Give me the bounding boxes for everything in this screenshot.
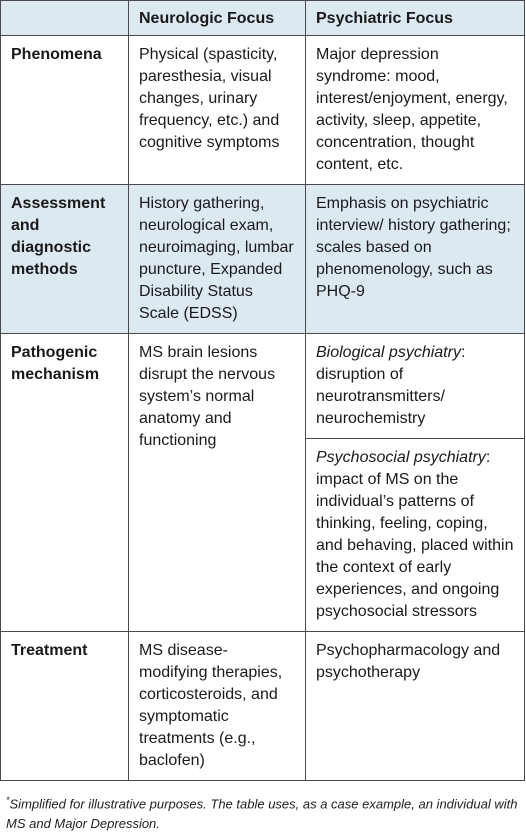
row-assessment: Assessment and diagnostic methods Histor… xyxy=(0,184,525,334)
header-corner xyxy=(0,0,129,36)
comparison-table: Neurologic Focus Psychiatric Focus Pheno… xyxy=(0,0,525,781)
psychosocial-text: : impact of MS on the individual’s patte… xyxy=(316,449,514,620)
biological-term: Biological psychiatry xyxy=(316,344,461,361)
row-label: Treatment xyxy=(0,631,129,781)
header-row: Neurologic Focus Psychiatric Focus xyxy=(0,0,525,36)
psych-cell: Psychopharmacology and psychotherapy xyxy=(305,631,525,781)
biological-text: : disruption of neurotransmitters/ neuro… xyxy=(316,344,466,427)
neuro-cell: Physical (spasticity, paresthesia, visua… xyxy=(128,35,306,185)
row-pathogenic-a: Pathogenic mechanism MS brain lesions di… xyxy=(0,333,525,632)
row-pathogenic-b: Psychosocial psychiatry: impact of MS on… xyxy=(1,438,525,632)
psychosocial-term: Psychosocial psychiatry xyxy=(316,449,486,466)
header-neurologic: Neurologic Focus xyxy=(128,0,306,36)
row-phenomena: Phenomena Physical (spasticity, paresthe… xyxy=(0,35,525,185)
row-label: Phenomena xyxy=(0,35,129,185)
neuro-cell: MS brain lesions disrupt the nervous sys… xyxy=(128,333,306,632)
footnote-marker: * xyxy=(6,795,10,805)
footnote-text: Simplified for illustrative purposes. Th… xyxy=(6,796,518,832)
row-treatment: Treatment MS disease-modifying therapies… xyxy=(0,631,525,781)
header-psychiatric: Psychiatric Focus xyxy=(305,0,525,36)
psych-cell-psychosocial: Psychosocial psychiatry: impact of MS on… xyxy=(305,438,525,632)
psych-cell-biological: Biological psychiatry: disruption of neu… xyxy=(305,333,525,439)
footnote: *Simplified for illustrative purposes. T… xyxy=(6,790,526,834)
neuro-cell: MS disease-modifying therapies, corticos… xyxy=(128,631,306,781)
row-label: Pathogenic mechanism xyxy=(0,333,129,632)
row-label: Assessment and diagnostic methods xyxy=(0,184,129,334)
psych-cell: Major depression syndrome: mood, interes… xyxy=(305,35,525,185)
psych-cell: Emphasis on psychiatric interview/ histo… xyxy=(305,184,525,334)
neuro-cell: History gathering, neurological exam, ne… xyxy=(128,184,306,334)
